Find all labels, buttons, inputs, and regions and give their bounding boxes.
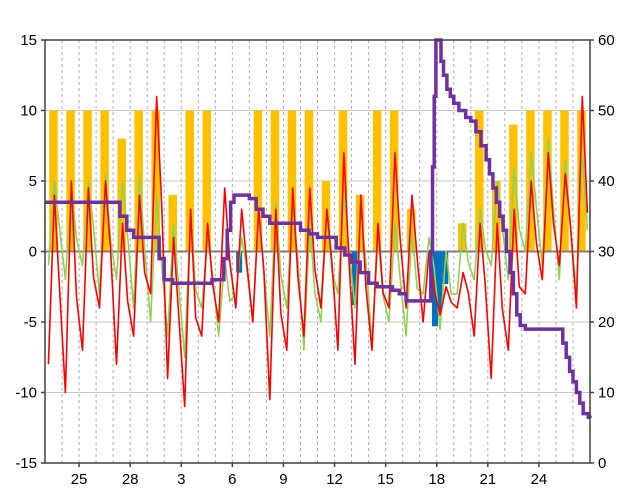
svg-text:-5: -5 — [24, 314, 37, 331]
svg-text:6: 6 — [228, 471, 236, 488]
svg-text:15: 15 — [20, 32, 37, 49]
svg-text:20: 20 — [598, 314, 615, 331]
svg-text:40: 40 — [598, 173, 615, 190]
svg-text:12: 12 — [326, 471, 343, 488]
svg-text:60: 60 — [598, 32, 615, 49]
svg-text:10: 10 — [598, 385, 615, 402]
svg-text:24: 24 — [531, 471, 548, 488]
svg-text:30: 30 — [598, 244, 615, 261]
svg-text:28: 28 — [122, 471, 139, 488]
svg-text:0: 0 — [598, 455, 606, 472]
svg-text:50: 50 — [598, 103, 615, 120]
svg-text:-15: -15 — [15, 455, 37, 472]
svg-text:25: 25 — [71, 471, 88, 488]
svg-text:5: 5 — [29, 173, 37, 190]
svg-text:18: 18 — [428, 471, 445, 488]
svg-text:0: 0 — [29, 244, 37, 261]
svg-text:9: 9 — [279, 471, 287, 488]
svg-text:10: 10 — [20, 103, 37, 120]
svg-text:21: 21 — [479, 471, 496, 488]
svg-text:3: 3 — [177, 471, 185, 488]
svg-text:-10: -10 — [15, 385, 37, 402]
svg-text:15: 15 — [377, 471, 394, 488]
